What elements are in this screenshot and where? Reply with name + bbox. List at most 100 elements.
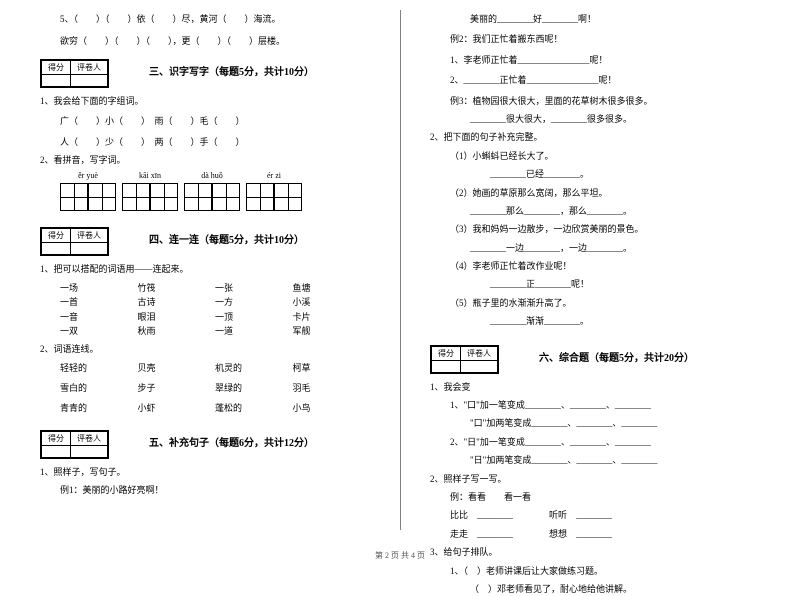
r7-3b: ________一边________，一边________。 (430, 241, 760, 255)
match-table-1: 一场 一首 一音 一双 竹筏 古诗 眼泪 秋雨 一张 一方 一顶 一道 鱼塘 小… (60, 281, 370, 339)
s3-words2: 人（ ）少（ ） 两（ ）手（ ） (40, 135, 370, 149)
r7-5b: ________渐渐________。 (430, 314, 760, 328)
score-label: 得分 (432, 346, 461, 360)
tian-grid (150, 183, 178, 211)
score-label: 得分 (42, 60, 71, 74)
r4: 2、________正忙着________________呢！ (430, 73, 760, 87)
pinyin-cell-0: ěr yuè (60, 171, 116, 211)
match-item: 一方 (215, 295, 293, 309)
match-col: 一场 一首 一音 一双 (60, 281, 138, 339)
pinyin-0: ěr yuè (78, 171, 98, 183)
match-col: 轻轻的 雪白的 青青的 (60, 361, 138, 416)
pinyin-cell-2: dà huǒ (184, 171, 240, 211)
grader-label: 评卷人 (461, 346, 498, 360)
match-item: 卡片 (293, 310, 371, 324)
match-item: 柯草 (293, 361, 371, 375)
r7-2: （2）她画的草原那么宽阔，那么平坦。 (430, 186, 760, 200)
match-col: 竹筏 古诗 眼泪 秋雨 (138, 281, 216, 339)
s6-1c: 2、"日"加一笔变成________、________、________ (430, 435, 760, 449)
s3-q1: 1、我会给下面的字组词。 (40, 94, 370, 108)
r7-3: （3）我和妈妈一边散步，一边欣赏美丽的景色。 (430, 222, 760, 236)
score-label: 得分 (42, 229, 71, 243)
pinyin-cell-1: kāi xīn (122, 171, 178, 211)
left-column: 5、（ ）（ ）依（ ）尽，黄河（ ）海流。 欲穷（ ）（ ）（ ），更（ ）（… (0, 0, 400, 540)
grader-label: 评卷人 (71, 431, 108, 445)
s6-2b: 走走 ________ 想想 ________ (430, 527, 760, 541)
r7-2b: ________那么________，那么________。 (430, 204, 760, 218)
match-item: 军舰 (293, 324, 371, 338)
match-item: 眼泪 (138, 310, 216, 324)
match-item: 翠绿的 (215, 381, 293, 395)
r7-4b: ________正________呢！ (430, 277, 760, 291)
match-item: 羽毛 (293, 381, 371, 395)
section-4-header: 得分评卷人 四、连一连（每题5分，共计10分） (40, 221, 370, 258)
s6-1d: "日"加两笔变成________、________、________ (430, 453, 760, 467)
score-box-6: 得分评卷人 (430, 345, 499, 374)
question-5a: 5、（ ）（ ）依（ ）尽，黄河（ ）海流。 (40, 12, 370, 26)
page-footer: 第 2 页 共 4 页 (0, 550, 800, 561)
tian-grid (184, 183, 212, 211)
match-item: 轻轻的 (60, 361, 138, 375)
section-3-title: 三、识字写字（每题5分，共计10分） (149, 63, 314, 78)
match-col: 贝壳 步子 小虾 (138, 361, 216, 416)
r7-5: （5）瓶子里的水渐渐升高了。 (430, 296, 760, 310)
grader-cell (461, 360, 498, 372)
match-item: 小鸟 (293, 401, 371, 415)
match-item: 青青的 (60, 401, 138, 415)
score-cell (42, 445, 71, 457)
match-item: 一双 (60, 324, 138, 338)
tian-grid (212, 183, 240, 211)
match-item: 竹筏 (138, 281, 216, 295)
pinyin-2: dà huǒ (201, 171, 223, 183)
score-box-5: 得分评卷人 (40, 430, 109, 459)
match-col: 鱼塘 小溪 卡片 军舰 (293, 281, 371, 339)
r7-1b: ________已经________。 (430, 167, 760, 181)
score-label: 得分 (42, 431, 71, 445)
tian-grid (122, 183, 150, 211)
match-item: 一顶 (215, 310, 293, 324)
match-col: 机灵的 翠绿的 蓬松的 (215, 361, 293, 416)
r2: 例2：我们正忙着搬东西呢！ (430, 32, 760, 46)
grader-cell (71, 445, 108, 457)
grader-label: 评卷人 (71, 60, 108, 74)
s5-ex: 例1：美丽的小路好亮啊！ (40, 483, 370, 497)
r5: 例3：植物园很大很大，里面的花草树木很多很多。 (430, 94, 760, 108)
s4-q2: 2、词语连线。 (40, 342, 370, 356)
match-item: 贝壳 (138, 361, 216, 375)
section-6-title: 六、综合题（每题5分，共计20分） (539, 349, 694, 364)
score-box-4: 得分评卷人 (40, 227, 109, 256)
match-item: 一音 (60, 310, 138, 324)
s6-2a: 比比 ________ 听听 ________ (430, 508, 760, 522)
section-5-header: 得分评卷人 五、补充句子（每题6分，共计12分） (40, 424, 370, 461)
r7: 2、把下面的句子补充完整。 (430, 130, 760, 144)
match-item: 步子 (138, 381, 216, 395)
page-container: 5、（ ）（ ）依（ ）尽，黄河（ ）海流。 欲穷（ ）（ ）（ ），更（ ）（… (0, 0, 800, 540)
match-item: 一场 (60, 281, 138, 295)
tian-grid (88, 183, 116, 211)
tian-grid (246, 183, 274, 211)
question-5b: 欲穷（ ）（ ）（ ），更（ ）（ ）层楼。 (40, 34, 370, 48)
section-5-title: 五、补充句子（每题6分，共计12分） (149, 434, 314, 449)
match-item: 机灵的 (215, 361, 293, 375)
s5-q1: 1、照样子，写句子。 (40, 465, 370, 479)
pinyin-1: kāi xīn (139, 171, 161, 183)
pinyin-3: ér zi (267, 171, 281, 183)
match-item: 鱼塘 (293, 281, 371, 295)
score-box-3: 得分评卷人 (40, 59, 109, 88)
tian-grid (60, 183, 88, 211)
r3: 1、李老师正忙着________________呢！ (430, 53, 760, 67)
s6-3a: 1、（ ）老师讲课后让大家做练习题。 (430, 564, 760, 578)
r1: 美丽的________好________啊！ (430, 12, 760, 26)
right-column: 美丽的________好________啊！ 例2：我们正忙着搬东西呢！ 1、李… (400, 0, 800, 540)
s6-q2: 2、照样子写一写。 (430, 472, 760, 486)
s6-2ex: 例：看看 看一看 (430, 490, 760, 504)
match-item: 小溪 (293, 295, 371, 309)
match-item: 古诗 (138, 295, 216, 309)
s6-q1: 1、我会变 (430, 380, 760, 394)
s3-words: 广（ ）小（ ） 雨（ ）毛（ ） (40, 114, 370, 128)
match-item: 小虾 (138, 401, 216, 415)
score-cell (42, 243, 71, 255)
s6-1b: "口"加两笔变成________、________、________ (430, 416, 760, 430)
r7-4: （4）李老师正忙着改作业呢！ (430, 259, 760, 273)
match-item: 一道 (215, 324, 293, 338)
